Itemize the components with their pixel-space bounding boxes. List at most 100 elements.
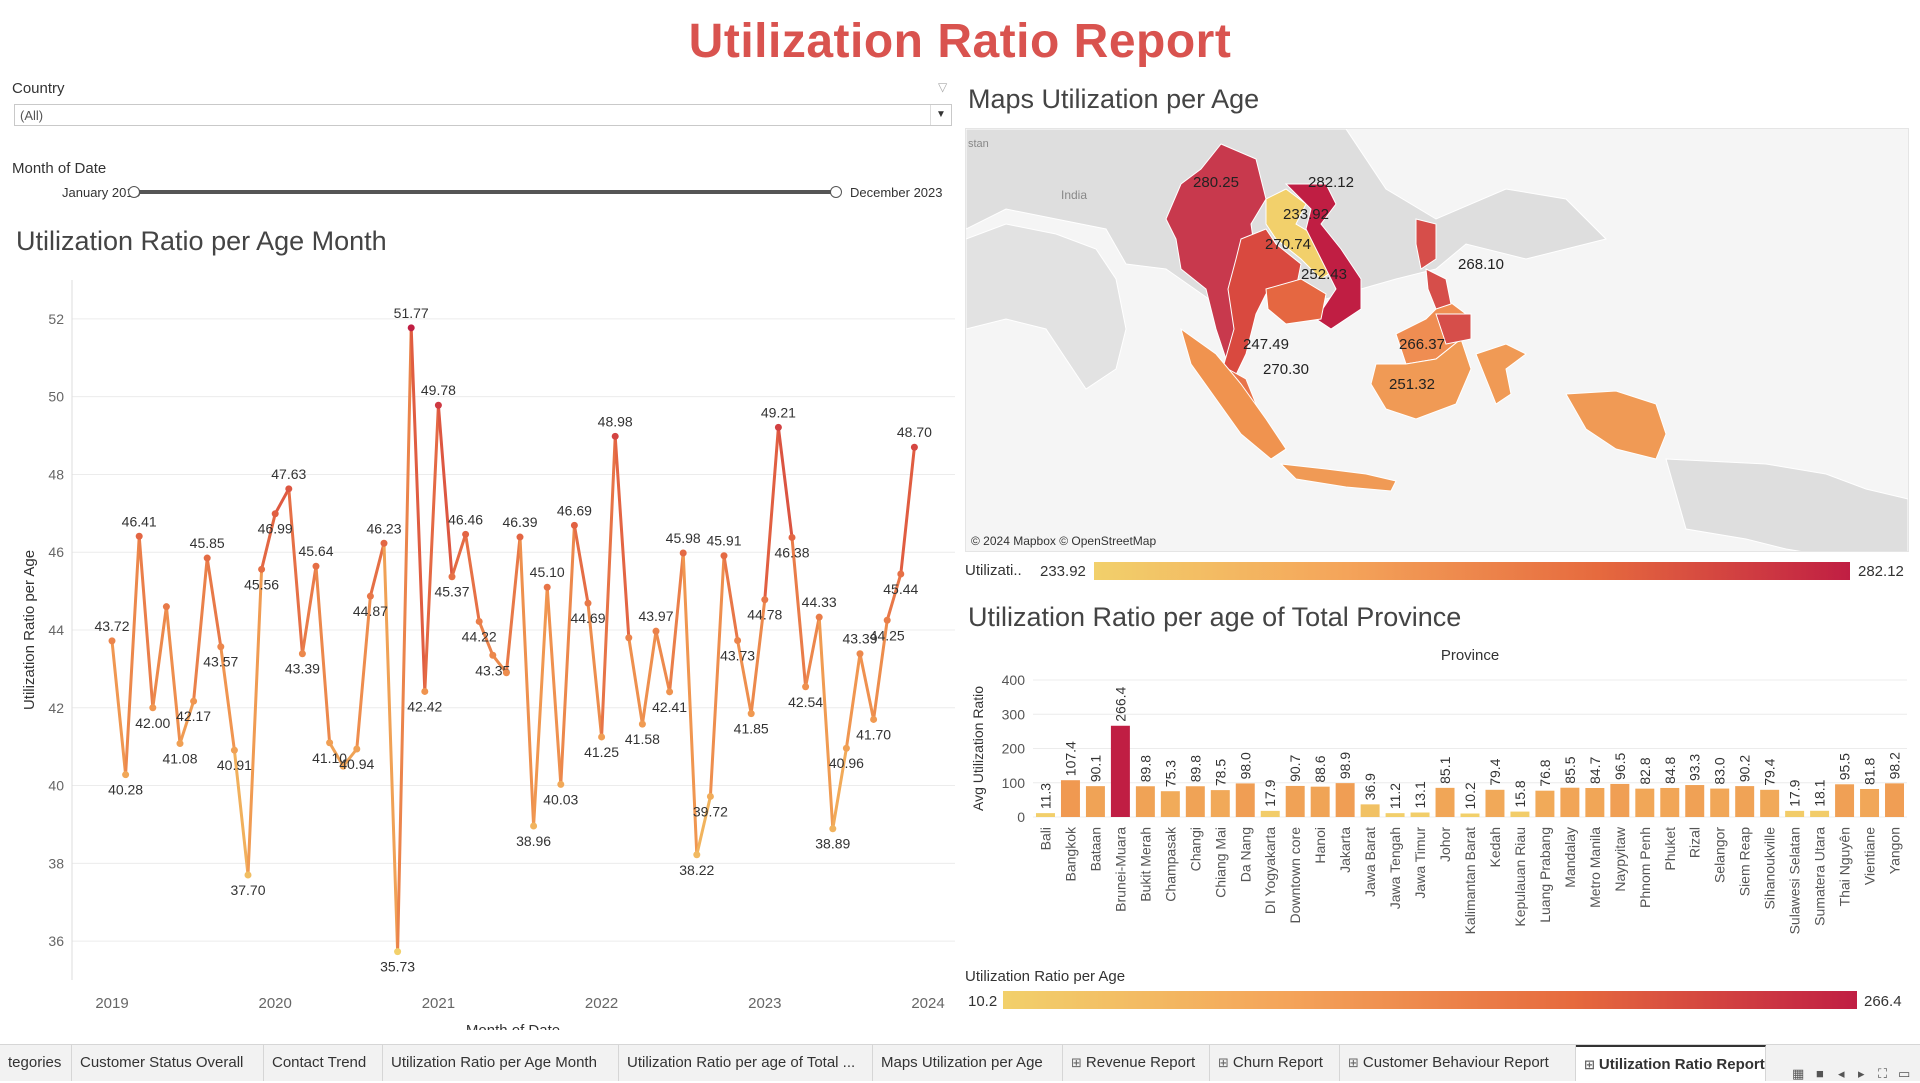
grid-view-icon[interactable]: ▦	[1792, 1066, 1805, 1081]
present-icon[interactable]: ▭	[1898, 1066, 1911, 1081]
sheet-tab[interactable]: tegories	[0, 1045, 72, 1081]
series-line-segment	[817, 615, 835, 831]
data-point	[230, 746, 238, 754]
filter-icon[interactable]: ▽	[938, 80, 948, 94]
sheet-tab[interactable]: ⊞ Customer Behaviour Report	[1340, 1045, 1576, 1081]
data-label: 45.91	[706, 533, 741, 549]
data-point	[122, 771, 130, 779]
list-view-icon[interactable]: ■	[1816, 1066, 1824, 1081]
sulawesi-region[interactable]	[1475, 343, 1527, 405]
bar	[1385, 813, 1405, 817]
series-line-segment	[328, 741, 345, 768]
thailand-region[interactable]	[1223, 228, 1302, 381]
series-line-segment	[600, 434, 617, 739]
mindanao-region[interactable]	[1435, 313, 1472, 345]
series-line-segment	[382, 541, 400, 954]
bar	[1510, 811, 1530, 817]
java-region[interactable]	[1279, 463, 1397, 492]
fullscreen-icon[interactable]: ⛶	[1878, 1066, 1888, 1081]
bar-value-label: 84.8	[1662, 756, 1678, 783]
bar	[1735, 786, 1755, 817]
data-point	[570, 521, 578, 529]
papua-region[interactable]	[1565, 390, 1667, 460]
month-slider-start: January 2019	[62, 185, 141, 200]
bar-value-label: 95.5	[1837, 753, 1853, 780]
data-label: 43.35	[475, 662, 510, 678]
sheet-tab-label: Churn Report	[1232, 1054, 1323, 1071]
bar-category-label: Jakarta	[1337, 827, 1353, 873]
country-select-value: (All)	[20, 108, 44, 123]
bar-value-label: 89.8	[1137, 755, 1153, 782]
data-point	[162, 603, 170, 611]
series-line-segment	[477, 619, 495, 657]
line-chart[interactable]: 36 38 40 42 44 46 48 50 52 2019 2020 2021 2022 2023 20…	[0, 270, 960, 1030]
vietnam-region[interactable]	[1284, 183, 1362, 330]
sheet-tab[interactable]: Contact Trend	[264, 1045, 383, 1081]
month-slider-start-handle[interactable]	[128, 186, 140, 198]
data-point	[475, 617, 483, 625]
map-value-vietnam-north: 282.12	[1308, 174, 1354, 191]
data-point	[788, 533, 796, 541]
visayas-region[interactable]	[1425, 268, 1452, 310]
data-point	[856, 650, 864, 658]
sheet-tab[interactable]: Utilization Ratio per age of Total ...	[619, 1045, 873, 1081]
sheet-tab-label: Customer Behaviour Report	[1362, 1054, 1549, 1071]
borneo-south-region[interactable]	[1370, 338, 1472, 420]
series-line-segment	[151, 605, 168, 710]
bar-category-label: Changi	[1187, 827, 1203, 871]
map-value-thailand: 270.74	[1265, 236, 1311, 253]
sheet-tab[interactable]: ⊞ Utilization Ratio Report	[1576, 1045, 1766, 1081]
data-point	[557, 780, 565, 788]
series-line-segment	[436, 403, 454, 579]
x-tick-label: 2023	[748, 995, 781, 1012]
month-slider-end-handle[interactable]	[830, 186, 842, 198]
luzon-region[interactable]	[1415, 218, 1437, 270]
next-tab-icon[interactable]: ▸	[1858, 1066, 1865, 1081]
data-point	[407, 324, 415, 332]
bar	[1285, 785, 1305, 817]
month-slider-track[interactable]	[132, 190, 838, 194]
series-line-segment	[423, 403, 440, 693]
bar-category-label: Sihanoukville	[1762, 827, 1778, 910]
sumatra-region[interactable]	[1180, 327, 1287, 460]
x-axis-title: Month of Date	[466, 1022, 560, 1030]
data-point	[326, 739, 334, 747]
data-label: 48.70	[897, 424, 932, 440]
map-legend-label: Utilizati..	[965, 562, 1022, 579]
series-line-segment	[627, 636, 644, 726]
sheet-tab[interactable]: Utilization Ratio per Age Month	[383, 1045, 619, 1081]
southeast-asia-map[interactable]: stan India 280.25 282.12 233.92 270.74 2…	[966, 129, 1908, 551]
series-line-segment	[681, 551, 699, 857]
bar-category-label: Rizal	[1687, 827, 1703, 858]
bar-category-label: Bukit Merah	[1137, 827, 1153, 902]
bar	[1260, 810, 1280, 817]
bar	[1635, 788, 1655, 817]
sheet-tab[interactable]: Customer Status Overall	[72, 1045, 264, 1081]
chevron-down-icon[interactable]: ▼	[930, 105, 951, 125]
series-line-segment	[586, 601, 604, 739]
data-label: 45.64	[298, 543, 333, 559]
bar-category-label: Jawa Timur	[1412, 827, 1428, 899]
bar	[1610, 783, 1630, 817]
data-label: 41.08	[162, 751, 197, 767]
cambodia-region[interactable]	[1265, 278, 1327, 325]
data-label: 40.28	[108, 782, 143, 798]
map-value-cambodia: 252.43	[1301, 266, 1347, 283]
sheet-tab-label: Utilization Ratio Report	[1598, 1056, 1765, 1073]
series-line-segment	[654, 629, 672, 694]
data-label: 43.72	[94, 618, 129, 634]
y-tick-label: 300	[1002, 706, 1026, 722]
myanmar-region[interactable]	[1165, 143, 1267, 361]
data-label: 45.44	[883, 581, 918, 597]
prev-tab-icon[interactable]: ◂	[1838, 1066, 1845, 1081]
sheet-tab[interactable]: ⊞ Churn Report	[1210, 1045, 1340, 1081]
map-panel[interactable]: stan India 280.25 282.12 233.92 270.74 2…	[965, 128, 1909, 552]
bar-chart[interactable]: Province 0 100 200 300 400 Avg Utilization Rat…	[965, 640, 1910, 960]
bar-value-label: 78.5	[1212, 759, 1228, 786]
data-point	[815, 613, 823, 621]
sheet-tab[interactable]: ⊞ Revenue Report	[1063, 1045, 1210, 1081]
country-select[interactable]: (All) ▼	[14, 104, 952, 126]
sheet-tab[interactable]: Maps Utilization per Age	[873, 1045, 1063, 1081]
data-point	[720, 552, 728, 560]
series-line-segment	[110, 639, 128, 777]
